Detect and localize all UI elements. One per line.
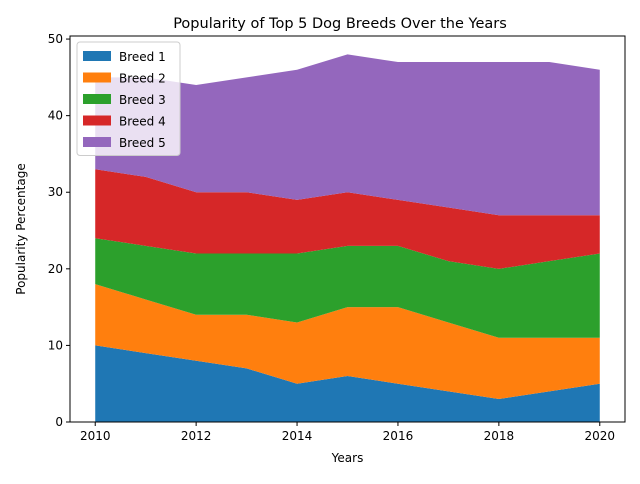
legend-label-4: Breed 4: [119, 115, 166, 129]
area-series-group: [95, 54, 600, 422]
y-axis: 0 10 20 30 40 50: [48, 32, 70, 429]
legend-label-1: Breed 1: [119, 50, 166, 64]
y-tick-label: 50: [48, 32, 63, 46]
legend-box: [76, 41, 181, 156]
plot-frame: [69, 35, 626, 423]
legend-swatch-2: [83, 72, 111, 83]
x-tick-label: 2020: [584, 429, 615, 443]
chart-title: Popularity of Top 5 Dog Breeds Over the …: [173, 16, 507, 32]
x-axis: 2010 2012 2014 2016 2018 2020: [80, 422, 615, 443]
y-axis-label: Popularity Percentage: [14, 163, 28, 294]
x-tick-label: 2012: [181, 429, 212, 443]
x-tick-label: 2016: [383, 429, 414, 443]
x-tick-label: 2010: [80, 429, 111, 443]
legend-label-2: Breed 2: [119, 72, 166, 86]
area-series-4: [95, 169, 600, 269]
area-series-1: [95, 345, 600, 422]
legend-swatch-4: [83, 115, 111, 126]
y-tick-label: 0: [55, 415, 63, 429]
y-tick-label: 40: [48, 109, 63, 123]
area-series-3: [95, 238, 600, 338]
area-series-2: [95, 284, 600, 400]
legend-swatch-1: [83, 51, 111, 61]
y-tick-label: 20: [48, 262, 63, 276]
legend-swatch-5: [83, 137, 111, 147]
x-tick-label: 2018: [484, 429, 515, 443]
legend-swatch-3: [83, 94, 111, 104]
x-axis-label: Years: [331, 451, 364, 465]
x-tick-label: 2014: [282, 429, 313, 443]
y-tick-label: 30: [48, 185, 63, 199]
legend: Breed 1 Breed 2 Breed 3 Breed 4 Breed 5: [76, 41, 181, 156]
y-tick-label: 10: [48, 338, 63, 352]
legend-label-5: Breed 5: [119, 136, 166, 150]
legend-label-3: Breed 3: [119, 93, 166, 107]
area-series-5: [95, 54, 600, 216]
